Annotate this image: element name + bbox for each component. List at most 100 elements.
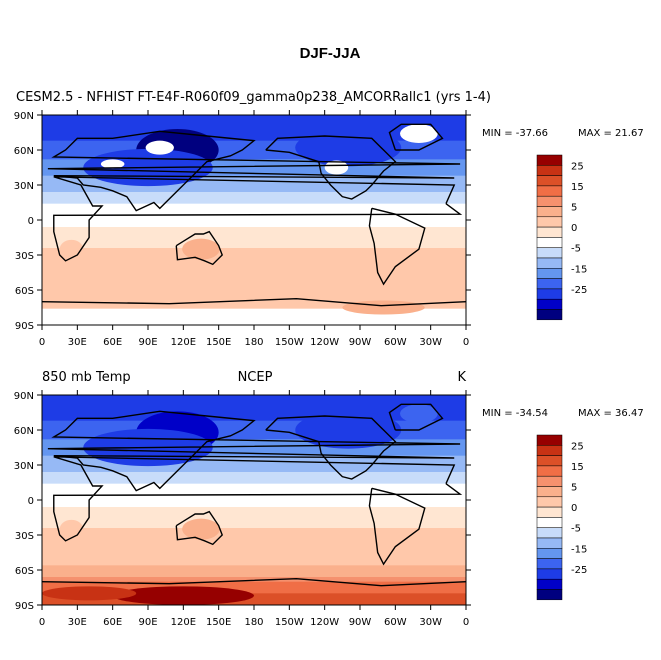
- contour-band: [42, 119, 466, 123]
- colorbar-swatch: [536, 216, 563, 228]
- contour-band: [42, 133, 466, 137]
- colorbar-label: -25: [571, 565, 587, 576]
- contour-band: [42, 460, 466, 464]
- max-label: MAX = 36.47: [578, 408, 644, 419]
- x-tick-label: 150W: [275, 337, 304, 348]
- contour-band: [42, 168, 466, 172]
- coastline-antarctica: [42, 577, 466, 587]
- contour-band: [42, 203, 466, 207]
- contour-region: [59, 519, 84, 539]
- contour-band: [42, 437, 466, 440]
- colorbar-label: 15: [571, 462, 584, 473]
- coastline: [388, 123, 444, 151]
- x-tick-label: 150E: [206, 617, 231, 628]
- contour-band: [42, 194, 466, 198]
- colorbar: 25 15 5 0 -5 -15 -25: [536, 434, 587, 601]
- coastline: [388, 403, 444, 431]
- contour-band: [42, 306, 466, 310]
- contour-band: [42, 523, 466, 527]
- contour-band: [42, 418, 466, 422]
- x-tick-label: 120E: [171, 617, 196, 628]
- contour-band: [42, 458, 466, 461]
- contour-band: [42, 488, 466, 492]
- contour-band: [42, 462, 466, 466]
- contour-band: [42, 227, 466, 230]
- contour-band: [42, 136, 466, 139]
- contour-band: [42, 245, 466, 249]
- contour-band: [42, 187, 466, 191]
- contour-band: [42, 420, 466, 424]
- contour-band: [42, 224, 466, 228]
- contour-band: [42, 474, 466, 478]
- contour-band: [42, 206, 466, 209]
- contour-band: [42, 588, 466, 592]
- colorbar-label: -15: [571, 544, 587, 555]
- contour-band: [42, 507, 466, 510]
- contour-band: [42, 201, 466, 205]
- contour-band: [42, 320, 466, 324]
- contour-band: [42, 276, 466, 279]
- contour-band: [42, 476, 466, 480]
- colorbar-swatch: [536, 175, 563, 187]
- contour-band: [42, 318, 466, 321]
- colorbar-swatch: [536, 568, 563, 580]
- contour-region: [342, 300, 425, 315]
- contour-band: [42, 600, 466, 604]
- contour-band: [42, 259, 466, 263]
- contour-band: [42, 171, 466, 174]
- coastline: [265, 135, 397, 200]
- contour-region: [182, 238, 220, 260]
- contour-band: [42, 586, 466, 590]
- x-tick-label: 60E: [103, 337, 122, 348]
- y-tick-label: 60N: [14, 146, 34, 157]
- y-tick-label: 90S: [15, 321, 34, 332]
- contour-band: [42, 252, 466, 256]
- contour-band: [42, 262, 466, 265]
- colorbar-label: 5: [571, 483, 577, 494]
- max-label: MAX = 21.67: [578, 128, 644, 139]
- contour-band: [42, 416, 466, 419]
- contour-band: [42, 152, 466, 156]
- x-tick-label: 0: [463, 337, 469, 348]
- contour-band: [42, 231, 466, 235]
- y-tick-label: 90S: [15, 601, 34, 612]
- colorbar-swatch: [536, 257, 563, 269]
- x-tick-label: 60W: [384, 617, 407, 628]
- x-tick-label: 60E: [103, 617, 122, 628]
- contour-band: [42, 556, 466, 559]
- colorbar-swatch: [536, 247, 563, 259]
- colorbar-label: -5: [571, 524, 581, 535]
- y-tick-label: 0: [28, 216, 34, 227]
- colorbar-swatch: [536, 165, 563, 176]
- contour-band: [42, 472, 466, 475]
- contour-region: [182, 518, 220, 540]
- x-tick-label: 180: [244, 337, 263, 348]
- contour-region: [324, 160, 349, 175]
- contour-band: [42, 595, 466, 599]
- contour-band: [42, 404, 466, 408]
- contour-band: [42, 182, 466, 186]
- contour-band: [42, 581, 466, 585]
- min-label: MIN = -34.54: [482, 408, 548, 419]
- y-tick-label: 60S: [15, 566, 34, 577]
- contour-band: [42, 210, 466, 214]
- colorbar-swatch: [536, 268, 563, 279]
- contour-band: [42, 229, 466, 233]
- x-tick-label: 120E: [171, 337, 196, 348]
- y-tick-label: 90N: [14, 391, 34, 402]
- contour-band: [42, 287, 466, 291]
- contour-band: [42, 138, 466, 142]
- contour-band: [42, 126, 466, 130]
- contour-band: [42, 304, 466, 307]
- contour-band: [42, 161, 466, 165]
- y-tick-label: 60N: [14, 426, 34, 437]
- contour-band: [42, 602, 466, 605]
- contour-band: [42, 283, 466, 286]
- x-tick-label: 90E: [138, 617, 157, 628]
- colorbar-label: -25: [571, 285, 587, 296]
- contour-band: [42, 166, 466, 170]
- x-tick-label: 150W: [275, 617, 304, 628]
- colorbar: 25 15 5 0 -5 -15 -25: [536, 154, 587, 321]
- contour-band: [42, 215, 466, 219]
- contour-band: [42, 115, 466, 118]
